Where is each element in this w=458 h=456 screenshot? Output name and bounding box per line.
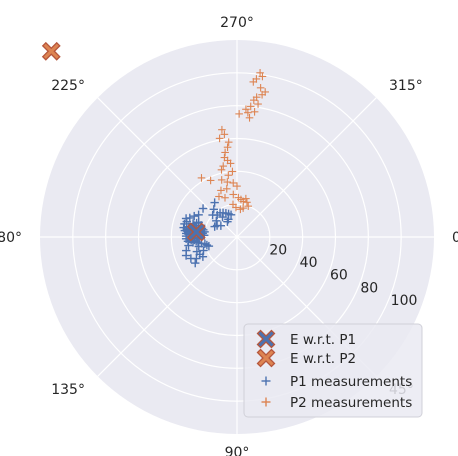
data-point — [244, 202, 253, 210]
data-point — [233, 182, 241, 190]
data-point — [242, 194, 250, 203]
data-point — [236, 205, 245, 214]
data-point — [217, 166, 226, 174]
grid-spoke — [97, 97, 238, 238]
data-point — [194, 242, 203, 251]
data-point — [224, 138, 233, 146]
data-point — [194, 210, 203, 220]
radial-tick-label: 80 — [360, 280, 378, 296]
data-point — [206, 176, 215, 185]
data-point — [220, 130, 229, 139]
data-point — [261, 376, 271, 386]
data-point — [258, 72, 267, 81]
data-point — [198, 204, 208, 213]
angle-tick-label: 225° — [51, 78, 85, 94]
data-point — [222, 185, 231, 193]
angle-tick-label: 90° — [225, 445, 250, 456]
radial-tick-labels: 20 40 60 80 100 — [269, 243, 417, 309]
radial-tick-label: 40 — [300, 255, 318, 271]
data-point — [219, 162, 228, 170]
data-point — [254, 100, 262, 108]
legend-box — [243, 323, 423, 418]
legend: E w.r.t. P1 E w.r.t. P2 P1 measurements P2 … — [243, 323, 423, 418]
data-point — [250, 108, 259, 116]
radial-tick-label: 20 — [269, 243, 287, 259]
data-point — [246, 102, 255, 111]
data-point — [186, 254, 196, 263]
data-point — [215, 192, 223, 201]
angle-tick-label: 0° — [452, 230, 458, 246]
series-p2-measurements — [197, 69, 269, 214]
data-point — [243, 198, 251, 207]
data-point — [216, 221, 226, 230]
series-e-wrt-p1 — [186, 222, 206, 242]
data-point — [210, 198, 219, 207]
data-point — [181, 251, 191, 260]
radial-tick-label: 60 — [330, 268, 348, 284]
data-point — [249, 78, 258, 86]
legend-label: E w.r.t. P1 — [290, 332, 356, 348]
data-point — [223, 178, 232, 186]
data-point — [204, 241, 214, 251]
e-wrt-p1-marker — [186, 222, 206, 242]
data-point — [229, 190, 238, 199]
data-point — [258, 90, 266, 99]
data-point — [202, 240, 212, 250]
legend-label: P2 measurements — [290, 395, 412, 411]
data-point — [242, 105, 250, 114]
data-point — [226, 159, 235, 168]
data-point — [209, 205, 218, 214]
angle-tick-label: 180° — [0, 230, 22, 246]
angle-tick-label: 315° — [389, 78, 423, 94]
data-point — [190, 211, 199, 221]
angle-tick-label: 135° — [51, 382, 85, 398]
legend-label: P1 measurements — [290, 374, 412, 390]
data-point — [229, 200, 237, 209]
data-point — [224, 171, 233, 180]
data-point — [217, 186, 225, 195]
data-point — [217, 176, 226, 184]
data-point — [197, 174, 206, 182]
data-point — [226, 210, 236, 219]
data-point — [221, 148, 229, 157]
data-point — [218, 125, 226, 134]
data-point — [215, 134, 224, 143]
data-point — [188, 238, 198, 247]
data-point — [261, 397, 271, 407]
data-point — [212, 216, 221, 226]
grid-spoke — [97, 236, 238, 377]
data-point — [235, 110, 243, 118]
data-point — [228, 167, 237, 176]
data-point — [229, 179, 238, 187]
grid-spoke — [236, 97, 377, 238]
data-point — [223, 143, 232, 152]
data-point — [223, 217, 232, 226]
data-point — [191, 258, 200, 268]
legend-marker — [256, 329, 276, 349]
data-point — [221, 193, 229, 202]
e-wrt-p2-marker — [41, 41, 61, 61]
data-point — [250, 96, 258, 104]
series-e-wrt-p2 — [41, 41, 61, 61]
data-point — [192, 218, 201, 228]
data-point — [245, 114, 254, 122]
legend-marker — [256, 348, 276, 368]
radial-tick-label: 100 — [391, 293, 418, 309]
angle-tick-label: 270° — [220, 15, 254, 31]
legend-label: E w.r.t. P2 — [290, 351, 356, 367]
data-point — [192, 247, 202, 256]
data-point — [244, 108, 252, 117]
data-point — [198, 252, 208, 261]
data-point — [256, 84, 265, 92]
